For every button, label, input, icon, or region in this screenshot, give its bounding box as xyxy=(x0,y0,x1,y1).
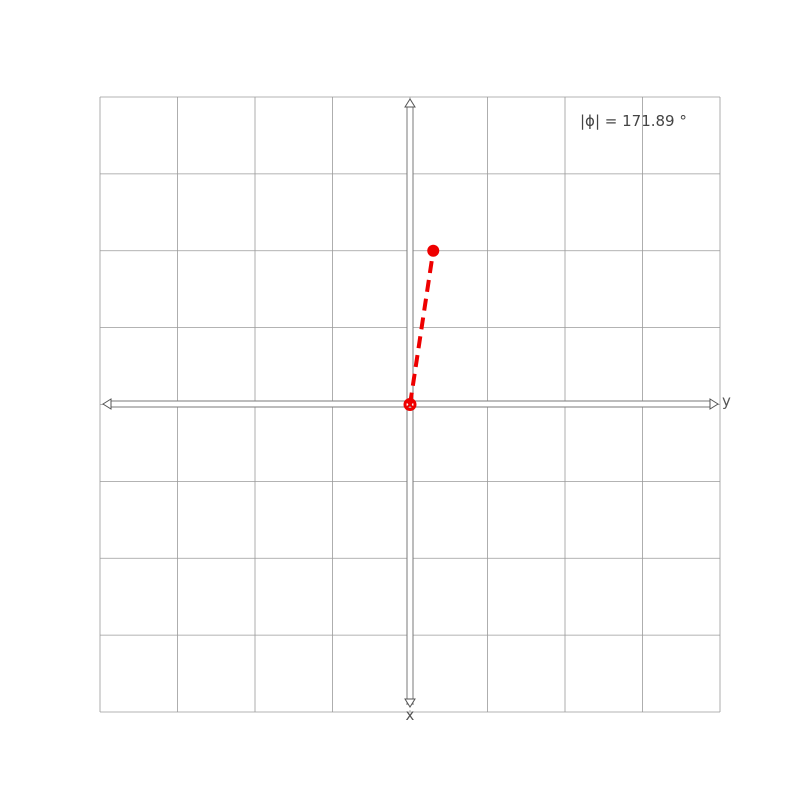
origin-cross-icon xyxy=(406,400,414,409)
arrow-left-icon xyxy=(102,398,112,410)
arrow-right-icon xyxy=(709,398,719,410)
horizontal-axis-label: y xyxy=(722,392,731,410)
phase-readout: |ϕ| = 171.89 ° xyxy=(580,112,687,130)
vector xyxy=(403,244,440,411)
vector-tip[interactable] xyxy=(427,244,440,257)
vertical-axis-label: x xyxy=(406,706,415,724)
arrow-down-icon xyxy=(404,698,416,708)
arrow-up-icon xyxy=(404,98,416,108)
vector-line xyxy=(408,250,436,405)
vector-origin-marker xyxy=(403,398,417,411)
